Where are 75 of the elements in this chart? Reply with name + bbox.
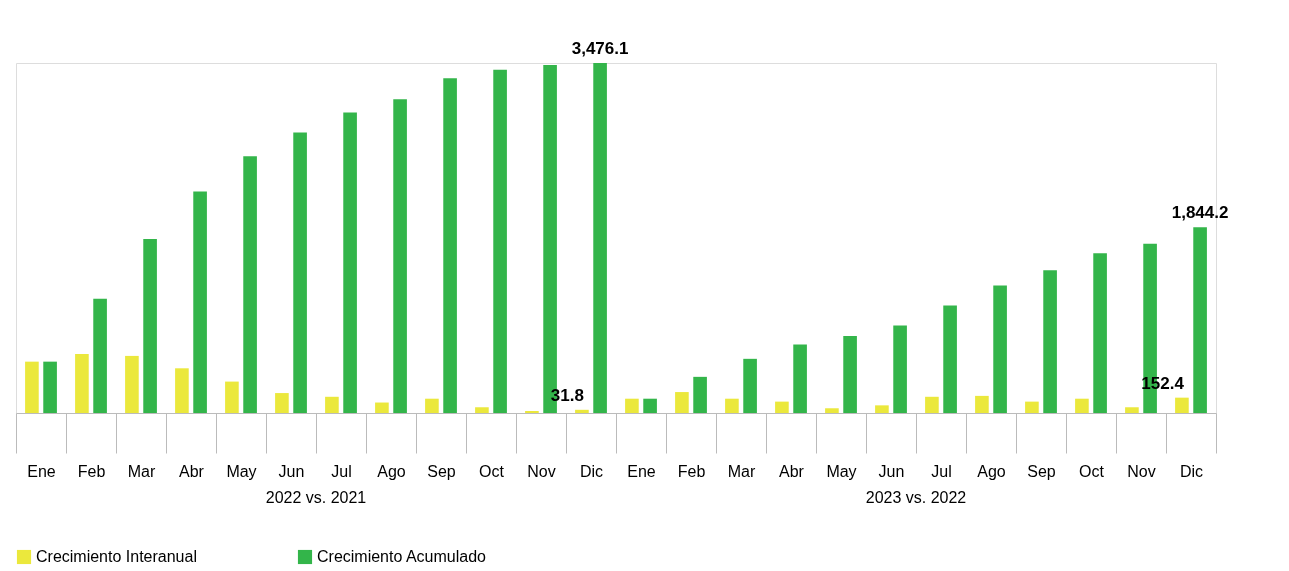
x-tick-label: May bbox=[826, 462, 857, 480]
x-tick-label: Sep bbox=[427, 462, 456, 480]
bar bbox=[143, 238, 157, 413]
bar bbox=[975, 395, 989, 413]
bar bbox=[425, 398, 439, 413]
bar bbox=[1175, 397, 1189, 413]
bar bbox=[575, 409, 589, 413]
bar bbox=[793, 344, 807, 413]
bar bbox=[393, 99, 407, 413]
bar bbox=[875, 405, 889, 413]
bar bbox=[1025, 401, 1039, 413]
x-tick-label: Dic bbox=[1179, 462, 1204, 480]
bar bbox=[693, 376, 707, 413]
text: 2022 vs. 2021 bbox=[265, 489, 367, 506]
bar bbox=[193, 191, 207, 413]
bar bbox=[275, 393, 289, 413]
x-tick-label: Jun bbox=[878, 462, 905, 480]
data-label: 1,844.2 bbox=[1171, 203, 1229, 223]
legend-label: Crecimiento Interanual bbox=[36, 548, 197, 565]
x-tick-label: Abr bbox=[179, 462, 205, 480]
x-tick-label: Ene bbox=[627, 462, 656, 480]
bar bbox=[243, 156, 257, 413]
x-tick-label: Oct bbox=[1079, 462, 1105, 480]
bar bbox=[1093, 253, 1107, 413]
x-tick-label: Oct bbox=[479, 462, 505, 480]
x-tick-label: Ago bbox=[377, 462, 406, 480]
x-tick-label: Nov bbox=[527, 462, 556, 480]
bar bbox=[925, 396, 939, 413]
x-tick-label: Ene bbox=[27, 462, 56, 480]
bar bbox=[75, 354, 89, 413]
bar bbox=[1075, 398, 1089, 413]
x-tick-label: Nov bbox=[1127, 462, 1156, 480]
text: 2023 vs. 2022 bbox=[865, 489, 967, 506]
x-tick-label: Dic bbox=[579, 462, 604, 480]
x-tick-label: Jul bbox=[331, 462, 352, 480]
x-tick-label: May bbox=[226, 462, 257, 480]
bar bbox=[125, 355, 139, 413]
x-tick-label: Feb bbox=[677, 462, 706, 480]
bar bbox=[675, 392, 689, 413]
bar bbox=[225, 381, 239, 413]
x-tick-label: Feb bbox=[77, 462, 106, 480]
bar bbox=[643, 398, 657, 413]
x-tick-label: Ago bbox=[977, 462, 1006, 480]
x-tick-label: Abr bbox=[779, 462, 805, 480]
x-tick-label: Mar bbox=[727, 462, 756, 480]
bar bbox=[375, 402, 389, 413]
x-tick-label: Jun bbox=[278, 462, 305, 480]
bar bbox=[25, 361, 39, 413]
bar bbox=[993, 285, 1007, 413]
bar bbox=[43, 361, 57, 413]
bar bbox=[493, 69, 507, 413]
bar bbox=[1125, 407, 1139, 413]
bar bbox=[943, 305, 957, 413]
bar bbox=[325, 396, 339, 413]
data-label: 3,476.1 bbox=[571, 39, 629, 58]
x-tick-label: Jul bbox=[931, 462, 952, 480]
x-tick-label: Sep bbox=[1027, 462, 1056, 480]
bar bbox=[443, 78, 457, 413]
legend-label: Crecimiento Acumulado bbox=[317, 548, 487, 565]
bar bbox=[175, 368, 189, 413]
bar bbox=[825, 408, 839, 413]
bar bbox=[1193, 227, 1207, 413]
x-tick-label: Mar bbox=[127, 462, 156, 480]
bar bbox=[743, 358, 757, 413]
bar bbox=[475, 407, 489, 413]
bar bbox=[93, 298, 107, 413]
bar bbox=[843, 335, 857, 413]
bar bbox=[893, 325, 907, 413]
bar bbox=[293, 132, 307, 413]
bar bbox=[725, 398, 739, 413]
bar bbox=[1043, 270, 1057, 413]
bar bbox=[625, 398, 639, 413]
bar bbox=[343, 112, 357, 413]
bar bbox=[593, 63, 607, 413]
bar bbox=[775, 401, 789, 413]
